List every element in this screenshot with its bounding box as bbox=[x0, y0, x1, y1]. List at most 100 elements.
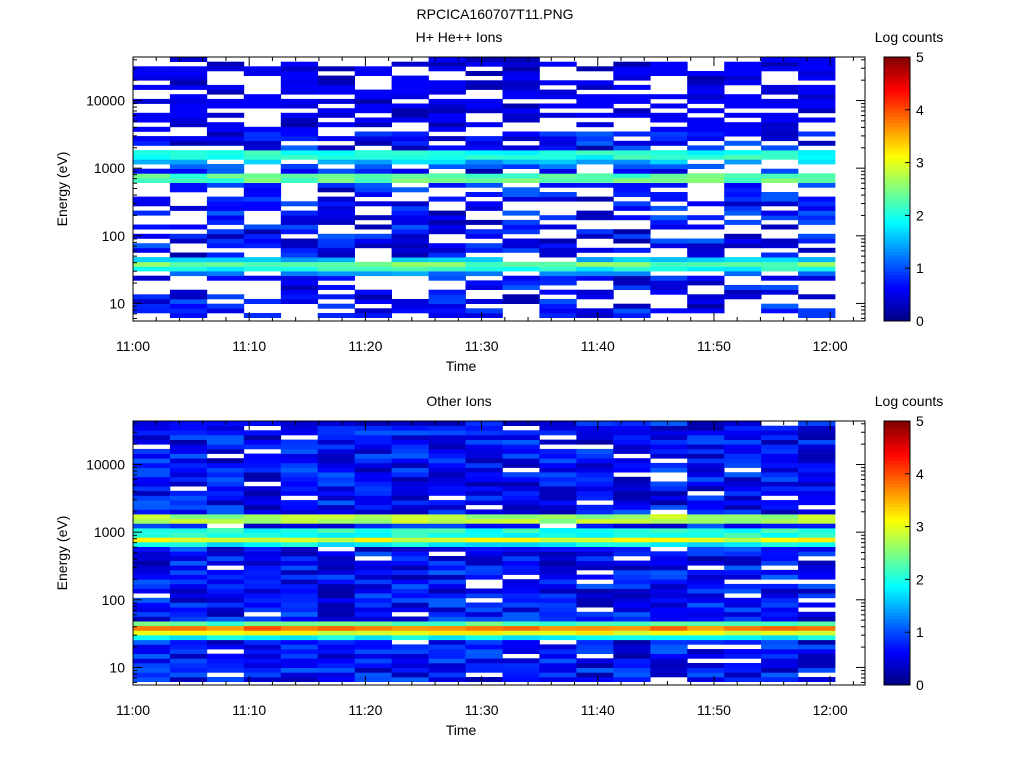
heatmap-cell bbox=[798, 108, 836, 114]
x-tick-label: 11:20 bbox=[348, 702, 382, 718]
heatmap-cell bbox=[354, 444, 392, 450]
heatmap-cell bbox=[354, 439, 392, 445]
colorbar-segment bbox=[884, 86, 910, 91]
colorbar-segment bbox=[884, 509, 910, 514]
heatmap-cell bbox=[280, 607, 319, 613]
heatmap-cell bbox=[724, 71, 762, 76]
heatmap-cell bbox=[428, 504, 466, 510]
heatmap-cell bbox=[391, 546, 429, 552]
heatmap-cell bbox=[243, 518, 282, 524]
colorbar-segment bbox=[884, 284, 910, 289]
heatmap-cell bbox=[613, 444, 651, 450]
heatmap-cell bbox=[280, 247, 319, 253]
heatmap-cell bbox=[243, 421, 282, 426]
heatmap-cell bbox=[133, 667, 171, 673]
heatmap-cell bbox=[539, 145, 577, 151]
heatmap-cell bbox=[576, 467, 614, 473]
heatmap-cell bbox=[169, 453, 208, 459]
heatmap-cell bbox=[280, 453, 319, 459]
heatmap-cell bbox=[613, 229, 651, 235]
heatmap-cell bbox=[613, 630, 651, 636]
figure-title: RPCICA160707T11.PNG bbox=[417, 6, 574, 22]
heatmap-cell bbox=[502, 103, 540, 109]
colorbar-segment bbox=[884, 208, 910, 213]
heatmap-cell bbox=[576, 257, 614, 263]
heatmap-cell bbox=[502, 89, 540, 95]
heatmap-cell bbox=[206, 435, 245, 440]
heatmap-cell bbox=[650, 261, 688, 267]
heatmap-cell bbox=[206, 112, 245, 118]
heatmap-cell bbox=[798, 663, 836, 668]
heatmap-cell bbox=[280, 621, 319, 627]
heatmap-cell bbox=[613, 192, 651, 197]
heatmap-cell bbox=[465, 565, 503, 571]
heatmap-cell bbox=[798, 448, 836, 454]
heatmap-cell bbox=[465, 588, 503, 594]
heatmap-cell bbox=[687, 215, 725, 221]
heatmap-cell bbox=[650, 308, 688, 314]
heatmap-cell bbox=[317, 532, 355, 538]
heatmap-cell bbox=[687, 243, 725, 249]
colorbar-segment bbox=[884, 231, 910, 236]
heatmap-cell bbox=[428, 458, 466, 464]
heatmap-cell bbox=[798, 560, 836, 566]
heatmap-cell bbox=[391, 579, 429, 585]
heatmap-cell bbox=[761, 509, 799, 515]
colorbar-segment bbox=[884, 122, 910, 127]
heatmap-cell bbox=[391, 486, 429, 492]
heatmap-cell bbox=[280, 672, 319, 678]
heatmap-cell bbox=[761, 61, 799, 67]
heatmap-cell bbox=[724, 630, 762, 636]
heatmap-cell bbox=[280, 593, 319, 599]
heatmap-cell bbox=[428, 439, 466, 445]
heatmap-cell bbox=[243, 462, 282, 468]
heatmap-cell bbox=[502, 546, 540, 552]
heatmap-cell bbox=[650, 602, 688, 608]
heatmap-cell bbox=[428, 448, 466, 454]
heatmap-cell bbox=[354, 173, 392, 179]
heatmap-cell bbox=[539, 509, 577, 515]
heatmap-cell bbox=[133, 178, 171, 183]
heatmap-cell bbox=[354, 430, 392, 436]
heatmap-cell bbox=[465, 663, 503, 668]
heatmap-cell bbox=[133, 597, 171, 603]
heatmap-cell bbox=[539, 569, 577, 575]
heatmap-cell bbox=[613, 435, 651, 440]
heatmap-cell bbox=[169, 84, 208, 90]
heatmap-cell bbox=[613, 178, 651, 183]
heatmap-cell bbox=[243, 238, 282, 244]
heatmap-cell bbox=[502, 164, 540, 169]
heatmap-cell bbox=[761, 57, 799, 62]
x-tick-label: 11:10 bbox=[232, 702, 266, 718]
heatmap-cell bbox=[465, 569, 503, 575]
heatmap-cell bbox=[133, 126, 171, 132]
heatmap-cell bbox=[687, 672, 725, 678]
heatmap-cell bbox=[428, 607, 466, 613]
colorbar-segment bbox=[884, 314, 910, 318]
heatmap-cell bbox=[280, 168, 319, 174]
heatmap-cell bbox=[169, 583, 208, 589]
heatmap-cell bbox=[576, 574, 614, 580]
heatmap-cell bbox=[687, 439, 725, 445]
heatmap-cell bbox=[428, 182, 466, 188]
heatmap-cell bbox=[761, 117, 799, 123]
heatmap-cell bbox=[317, 421, 355, 426]
colorbar-segment bbox=[884, 615, 910, 620]
heatmap-cell bbox=[428, 257, 466, 263]
heatmap-cell bbox=[280, 490, 319, 496]
colorbar-segment bbox=[884, 165, 910, 170]
heatmap-cell bbox=[687, 551, 725, 557]
heatmap-cell bbox=[243, 583, 282, 589]
heatmap-cell bbox=[613, 205, 651, 211]
heatmap-cell bbox=[502, 611, 540, 617]
heatmap-cell bbox=[724, 560, 762, 566]
heatmap-cell bbox=[798, 523, 836, 529]
colorbar-segment bbox=[884, 149, 910, 153]
heatmap-cell bbox=[317, 215, 355, 221]
colorbar-segment bbox=[884, 618, 910, 623]
colorbar-segment bbox=[884, 258, 910, 262]
heatmap-cell bbox=[798, 476, 836, 482]
heatmap-cell bbox=[465, 495, 503, 501]
heatmap-cell bbox=[133, 635, 171, 641]
heatmap-cell bbox=[280, 630, 319, 636]
